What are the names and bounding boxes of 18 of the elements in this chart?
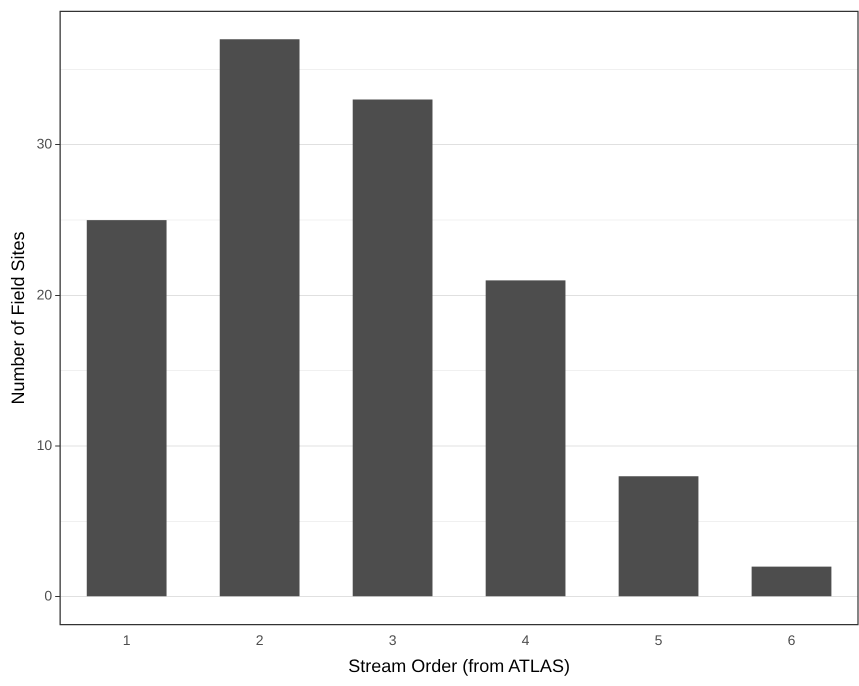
bar <box>220 39 300 596</box>
bar <box>752 566 832 596</box>
x-tick-label: 6 <box>788 632 796 648</box>
bar <box>86 220 167 596</box>
x-tick-label: 2 <box>256 632 264 648</box>
y-tick-label: 10 <box>36 436 52 453</box>
x-tick-label: 5 <box>654 632 663 648</box>
y-tick-label: 20 <box>36 286 52 302</box>
y-axis-title: Number of Field Sites <box>8 231 28 405</box>
bar <box>352 100 432 596</box>
y-tick-label: 30 <box>36 136 52 152</box>
x-tick-label: 1 <box>122 632 131 648</box>
x-tick-label: 3 <box>388 632 397 648</box>
bar <box>618 476 698 596</box>
y-tick-label: 0 <box>44 588 52 604</box>
bar <box>486 280 566 596</box>
x-axis-title: Stream Order (from ATLAS) <box>348 656 570 676</box>
x-tick-label: 4 <box>522 632 530 648</box>
